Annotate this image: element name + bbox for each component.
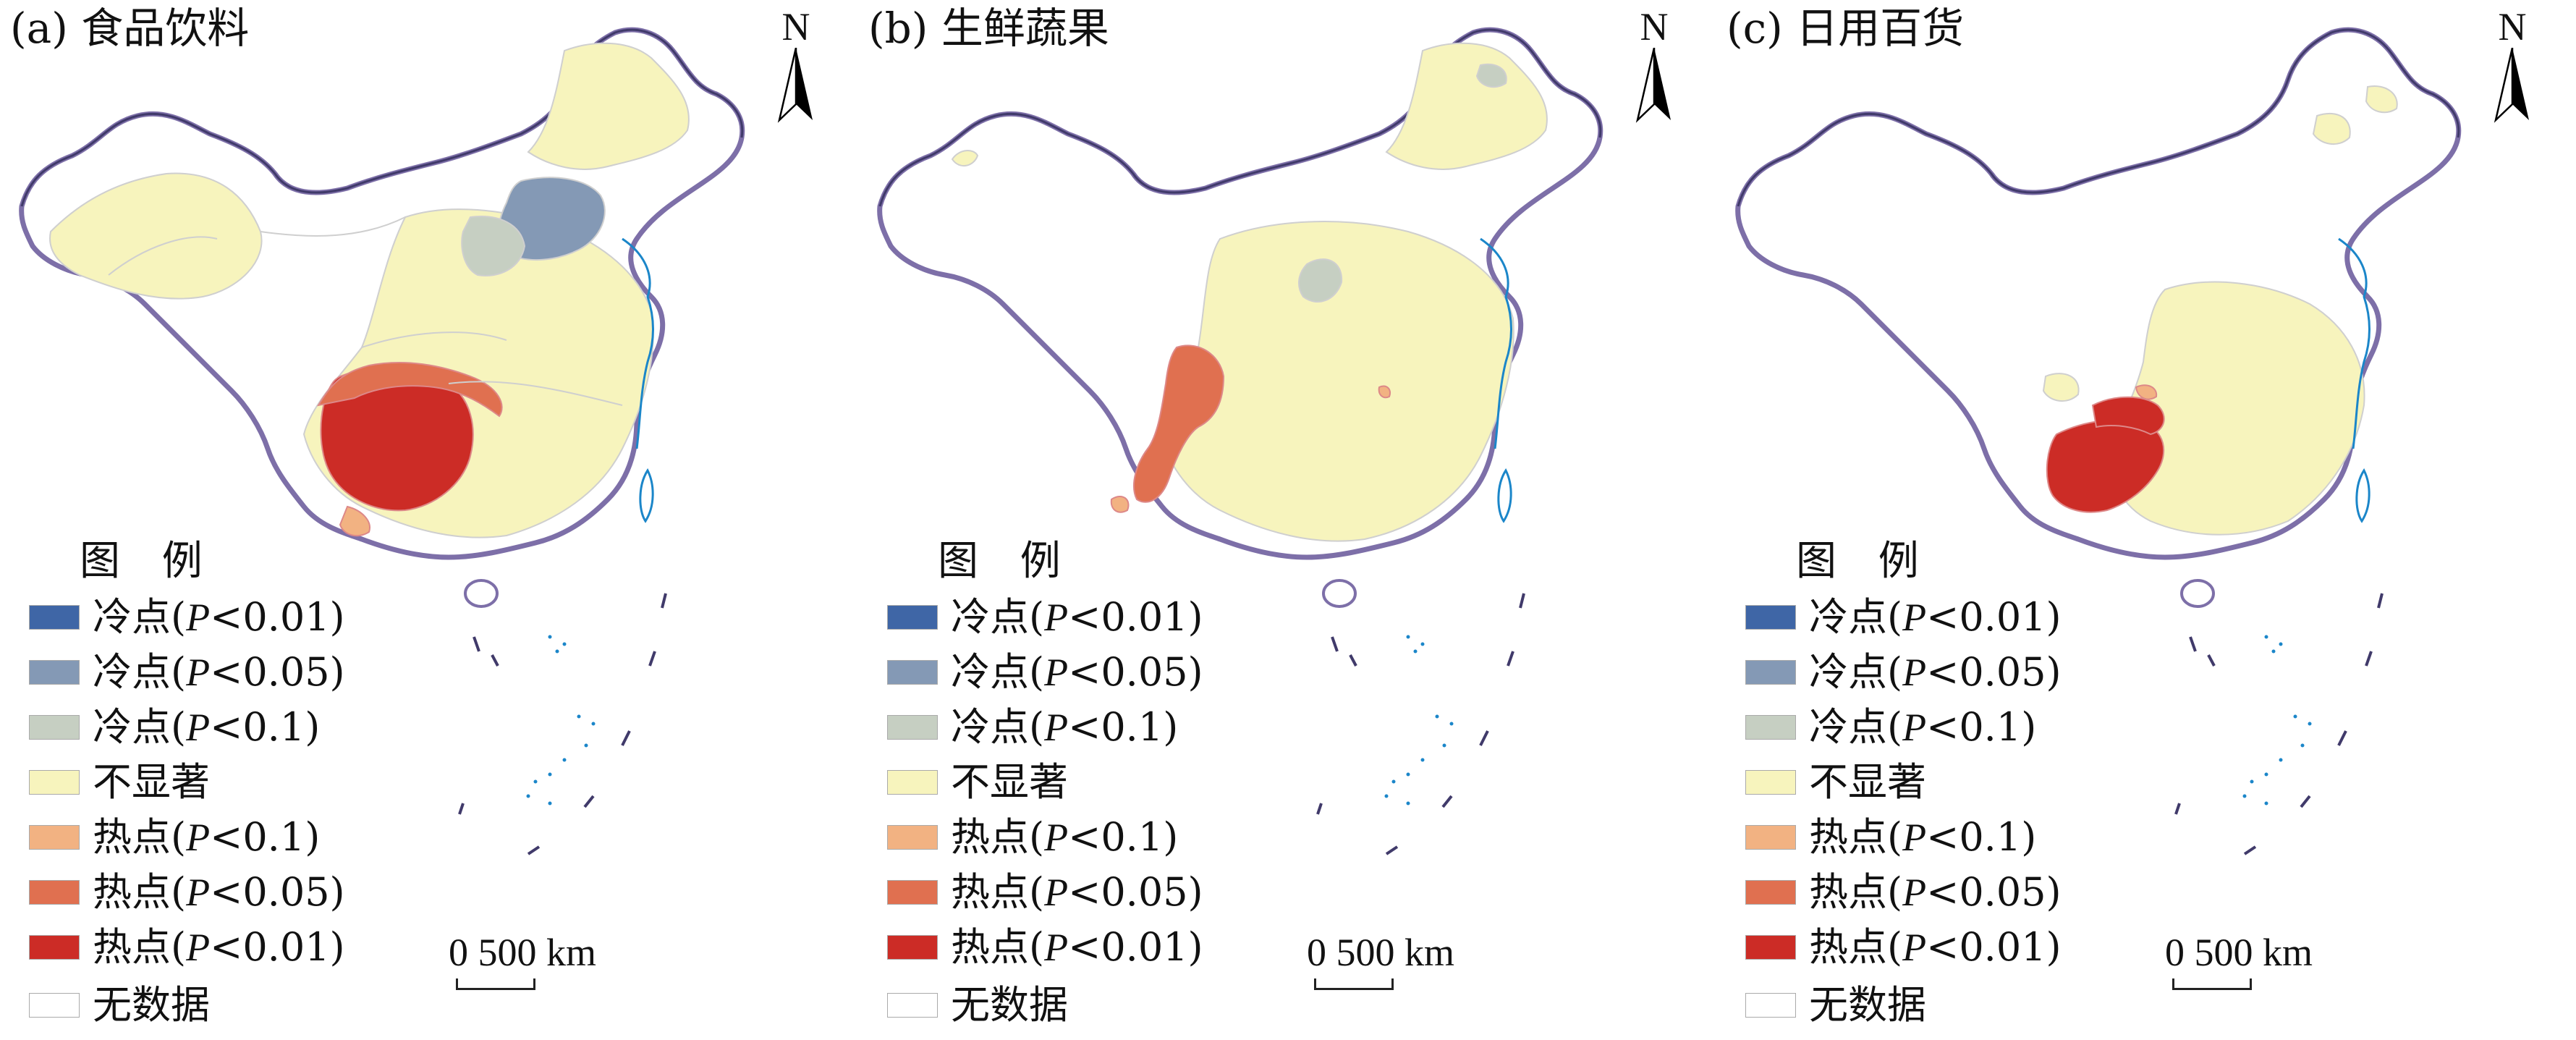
scale-label: 0 500 km xyxy=(449,931,597,974)
legend-swatch xyxy=(887,825,938,850)
north-arrow: N xyxy=(2487,6,2538,130)
legend-item: 热点(P<0.01) xyxy=(887,926,1203,969)
legend-item: 不显著 xyxy=(29,761,210,804)
legend-title: 图 例 xyxy=(938,538,1075,585)
china-map-c xyxy=(1735,27,2462,855)
legend-swatch xyxy=(887,993,938,1018)
legend-item: 冷点(P<0.05) xyxy=(1745,651,2062,694)
legend-swatch xyxy=(29,770,80,795)
legend-swatch xyxy=(1745,715,1796,740)
panel-title: (a) 食品饮料 xyxy=(10,4,250,53)
legend-item: 冷点(P<0.01) xyxy=(1745,596,2062,639)
legend-swatch xyxy=(1745,605,1796,630)
china-map-a xyxy=(19,27,745,855)
legend-item: 热点(P<0.01) xyxy=(29,926,345,969)
legend-title: 图 例 xyxy=(1796,538,1933,585)
north-arrow-icon xyxy=(777,47,813,123)
legend-swatch xyxy=(887,605,938,630)
legend-item: 无数据 xyxy=(29,984,210,1027)
legend-item: 冷点(P<0.01) xyxy=(29,596,345,639)
legend-swatch xyxy=(29,605,80,630)
legend-item: 不显著 xyxy=(1745,761,1926,804)
north-arrow-icon xyxy=(1635,47,1671,123)
legend-swatch xyxy=(29,880,80,905)
north-label: N xyxy=(2498,5,2527,48)
legend-title: 图 例 xyxy=(80,538,217,585)
legend-swatch xyxy=(887,770,938,795)
legend-item: 热点(P<0.1) xyxy=(1745,816,2036,859)
scale-label: 0 500 km xyxy=(1307,931,1455,974)
panel-title: (c) 日用百货 xyxy=(1726,4,1965,53)
legend-item: 冷点(P<0.1) xyxy=(29,706,320,749)
legend-item: 无数据 xyxy=(887,984,1068,1027)
north-arrow-icon xyxy=(2494,47,2529,123)
legend-swatch xyxy=(29,660,80,685)
legend-swatch xyxy=(29,993,80,1018)
map-panel-food-beverage: (a) 食品饮料 N 图 例 冷点(P<0.01) 冷点(P<0.05) 冷点(… xyxy=(0,0,858,1040)
legend-item: 热点(P<0.05) xyxy=(887,871,1203,914)
legend-item: 冷点(P<0.1) xyxy=(1745,706,2036,749)
legend-swatch xyxy=(887,715,938,740)
map-panel-fresh-produce: (b) 生鲜蔬果 N 图 例 冷点(P<0.01) 冷点(P<0.05) 冷点(… xyxy=(858,0,1716,1040)
north-arrow: N xyxy=(771,6,821,130)
north-label: N xyxy=(781,5,810,48)
scale-label: 0 500 km xyxy=(2165,931,2313,974)
panel-title: (b) 生鲜蔬果 xyxy=(868,4,1109,53)
north-arrow: N xyxy=(1629,6,1679,130)
legend-swatch xyxy=(29,935,80,960)
legend-swatch xyxy=(29,825,80,850)
legend-item: 冷点(P<0.05) xyxy=(29,651,345,694)
scale-bar: 0 500 km xyxy=(1307,931,1455,990)
legend-swatch xyxy=(887,935,938,960)
scale-bar-graphic xyxy=(456,978,535,990)
legend-swatch xyxy=(1745,993,1796,1018)
legend-swatch xyxy=(1745,660,1796,685)
legend-swatch xyxy=(1745,825,1796,850)
legend-item: 无数据 xyxy=(1745,984,1926,1027)
legend-item: 热点(P<0.05) xyxy=(1745,871,2062,914)
china-map-b xyxy=(877,27,1603,855)
scale-bar-graphic xyxy=(1314,978,1394,990)
north-label: N xyxy=(1640,5,1669,48)
legend-item: 冷点(P<0.01) xyxy=(887,596,1203,639)
scale-bar: 0 500 km xyxy=(449,931,597,990)
legend-swatch xyxy=(1745,770,1796,795)
legend-swatch xyxy=(1745,880,1796,905)
legend-item: 冷点(P<0.05) xyxy=(887,651,1203,694)
legend-item: 热点(P<0.01) xyxy=(1745,926,2062,969)
legend-item: 冷点(P<0.1) xyxy=(887,706,1178,749)
scale-bar: 0 500 km xyxy=(2165,931,2313,990)
map-panel-daily-goods: (c) 日用百货 N 图 例 冷点(P<0.01) 冷点(P<0.05) 冷点(… xyxy=(1716,0,2575,1040)
legend-swatch xyxy=(1745,935,1796,960)
legend-swatch xyxy=(887,880,938,905)
legend-item: 热点(P<0.1) xyxy=(887,816,1178,859)
legend-swatch xyxy=(887,660,938,685)
scale-bar-graphic xyxy=(2172,978,2252,990)
legend-item: 热点(P<0.05) xyxy=(29,871,345,914)
legend-item: 热点(P<0.1) xyxy=(29,816,320,859)
legend-item: 不显著 xyxy=(887,761,1068,804)
legend-swatch xyxy=(29,715,80,740)
